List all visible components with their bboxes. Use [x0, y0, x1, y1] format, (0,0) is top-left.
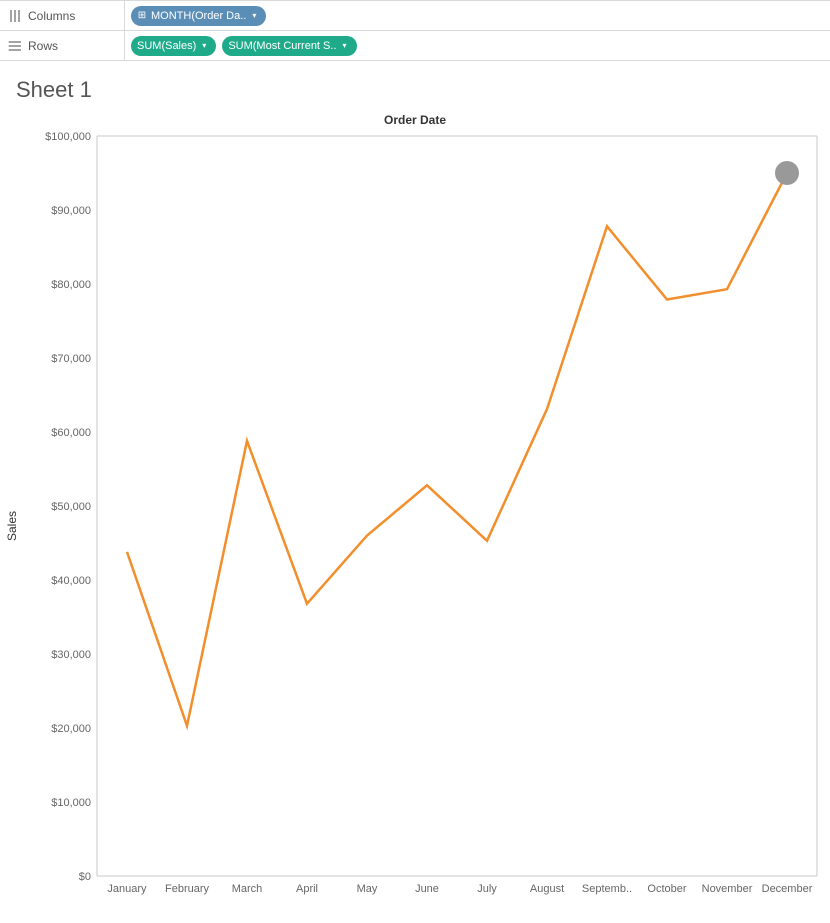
y-tick-label: $30,000 [51, 649, 91, 661]
x-tick-label: October [647, 883, 686, 895]
y-tick-label: $90,000 [51, 205, 91, 217]
field-pill[interactable]: SUM(Most Current S.. ▾ [222, 36, 356, 56]
pill-dropdown-icon[interactable]: ▾ [252, 11, 256, 20]
x-tick-label: January [107, 883, 147, 895]
columns-pill-area[interactable]: ⊞ MONTH(Order Da.. ▾ [125, 1, 266, 30]
rows-shelf-label-cell: Rows [0, 31, 125, 60]
pill-dropdown-icon[interactable]: ▾ [343, 41, 347, 50]
columns-shelf-label: Columns [28, 9, 75, 23]
columns-icon [8, 9, 22, 23]
field-pill[interactable]: SUM(Sales) ▾ [131, 36, 216, 56]
rows-shelf-label: Rows [28, 39, 58, 53]
field-pill[interactable]: ⊞ MONTH(Order Da.. ▾ [131, 6, 266, 26]
pill-label: SUM(Most Current S.. [228, 40, 336, 52]
y-tick-label: $10,000 [51, 797, 91, 809]
chart-y-axis-title-wrap: Sales [2, 131, 22, 921]
columns-shelf-label-cell: Columns [0, 1, 125, 30]
y-tick-label: $40,000 [51, 575, 91, 587]
x-tick-label: February [165, 883, 210, 895]
x-tick-label: Septemb.. [582, 883, 632, 895]
rows-pill-area[interactable]: SUM(Sales) ▾ SUM(Most Current S.. ▾ [125, 31, 357, 60]
y-tick-label: $50,000 [51, 501, 91, 513]
y-tick-label: $60,000 [51, 427, 91, 439]
pill-label: SUM(Sales) [137, 40, 196, 52]
x-tick-label: April [296, 883, 318, 895]
chart-top-axis-title: Order Date [2, 113, 828, 131]
y-tick-label: $0 [79, 871, 91, 883]
x-tick-label: August [530, 883, 564, 895]
y-tick-label: $80,000 [51, 279, 91, 291]
expand-icon[interactable]: ⊞ [137, 11, 147, 21]
pill-dropdown-icon[interactable]: ▾ [202, 41, 206, 50]
rows-icon [8, 39, 22, 53]
x-tick-label: July [477, 883, 497, 895]
x-tick-label: March [232, 883, 263, 895]
columns-shelf[interactable]: Columns ⊞ MONTH(Order Da.. ▾ [0, 0, 830, 30]
x-tick-label: May [357, 883, 378, 895]
chart-area[interactable]: $0 $10,000 $20,000 $30,000 $40,000 $50,000 $60… [22, 131, 822, 921]
pill-label: MONTH(Order Da.. [151, 10, 246, 22]
x-tick-label: November [702, 883, 753, 895]
y-tick-label: $100,000 [45, 131, 91, 143]
end-marker[interactable] [775, 161, 799, 185]
x-tick-label: December [762, 883, 813, 895]
y-tick-label: $70,000 [51, 353, 91, 365]
rows-shelf[interactable]: Rows SUM(Sales) ▾ SUM(Most Current S.. ▾ [0, 30, 830, 60]
chart-y-axis-title: Sales [5, 511, 19, 541]
y-tick-label: $20,000 [51, 723, 91, 735]
line-series[interactable] [127, 173, 787, 726]
x-tick-label: June [415, 883, 439, 895]
sheet-title[interactable]: Sheet 1 [2, 71, 828, 113]
